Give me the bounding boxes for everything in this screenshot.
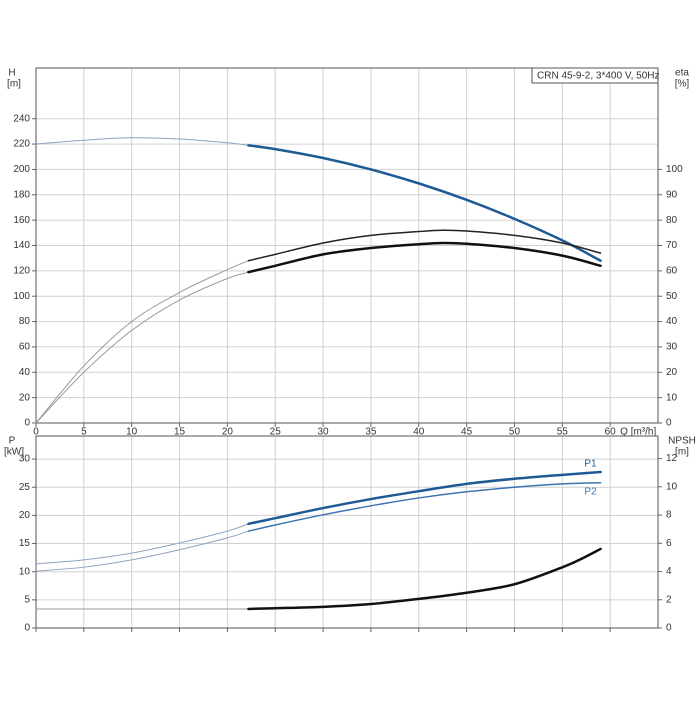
y-tick-label: 10: [19, 566, 31, 577]
x-tick-label: 40: [413, 427, 425, 438]
curve: [247, 229, 602, 262]
y-tick-label: 0: [24, 418, 30, 429]
curve: [35, 260, 249, 424]
curve: [247, 144, 602, 262]
y2-tick-label: 90: [666, 189, 678, 200]
x-tick-label: 35: [365, 427, 377, 438]
curve: [35, 530, 249, 572]
y-tick-label: 30: [19, 454, 31, 465]
y-tick-label: 180: [13, 189, 30, 200]
plot-border: [35, 435, 659, 629]
y2-axis-unit: [%]: [675, 79, 690, 90]
x-axis-title: Q [m³/h]: [620, 427, 656, 438]
x-tick-label: 0: [33, 427, 39, 438]
y-tick-label: 40: [19, 367, 31, 378]
model-label-box: [531, 67, 659, 84]
y2-axis-title: eta: [675, 68, 689, 79]
y2-tick-label: 50: [666, 291, 678, 302]
y2-tick-label: 100: [666, 164, 683, 175]
y2-tick-label: 20: [666, 367, 678, 378]
y2-tick-label: 12: [666, 453, 678, 464]
y-tick-label: 60: [19, 342, 31, 353]
curve-label: P1: [584, 459, 597, 470]
y-axis-unit: [m]: [7, 79, 21, 90]
curve: [247, 481, 602, 532]
y2-tick-label: 6: [666, 538, 672, 549]
y2-tick-label: 10: [666, 481, 678, 492]
y-tick-label: 80: [19, 316, 31, 327]
curve: [35, 137, 249, 146]
y2-tick-label: 4: [666, 566, 672, 577]
x-tick-label: 30: [318, 427, 330, 438]
curve: [35, 271, 249, 424]
y-tick-label: 20: [19, 510, 31, 521]
y-tick-label: 0: [24, 623, 30, 634]
x-tick-label: 5: [81, 427, 87, 438]
y-tick-label: 15: [19, 538, 31, 549]
y2-tick-label: 30: [666, 342, 678, 353]
y2-tick-label: 0: [666, 418, 672, 429]
model-label: CRN 45-9-2, 3*400 V, 50Hz: [537, 71, 659, 82]
y-tick-label: 25: [19, 482, 31, 493]
y2-tick-label: 2: [666, 594, 672, 605]
x-tick-label: 55: [557, 427, 569, 438]
y2-axis-title: NPSH: [668, 436, 696, 447]
x-tick-label: 60: [605, 427, 617, 438]
y-tick-label: 20: [19, 392, 31, 403]
curve-label: P2: [584, 486, 597, 497]
y2-tick-label: 70: [666, 240, 678, 251]
y-axis-title: P: [9, 436, 16, 447]
plot-border: [35, 67, 659, 424]
y-tick-label: 120: [13, 265, 30, 276]
x-tick-label: 20: [222, 427, 234, 438]
y-axis-title: H: [8, 68, 15, 79]
y2-tick-label: 0: [666, 623, 672, 634]
y-tick-label: 160: [13, 215, 30, 226]
y2-tick-label: 8: [666, 510, 672, 521]
y-tick-label: 220: [13, 139, 30, 150]
x-tick-label: 50: [509, 427, 521, 438]
y-tick-label: 140: [13, 240, 30, 251]
curve: [247, 241, 602, 274]
y-axis-unit: [kW]: [4, 447, 24, 458]
curve: [247, 547, 602, 611]
y2-tick-label: 60: [666, 265, 678, 276]
x-tick-label: 15: [174, 427, 186, 438]
y2-tick-label: 10: [666, 392, 678, 403]
x-tick-label: 25: [270, 427, 282, 438]
x-tick-label: 45: [461, 427, 473, 438]
y-tick-label: 240: [13, 113, 30, 124]
y2-axis-unit: [m]: [675, 447, 689, 458]
curve: [35, 523, 249, 565]
y-tick-label: 200: [13, 164, 30, 175]
y-tick-label: 5: [24, 594, 30, 605]
y-tick-label: 100: [13, 291, 30, 302]
plot-area: [36, 436, 658, 628]
y2-tick-label: 80: [666, 215, 678, 226]
curve: [247, 470, 602, 526]
x-tick-label: 10: [126, 427, 138, 438]
y2-tick-label: 40: [666, 316, 678, 327]
